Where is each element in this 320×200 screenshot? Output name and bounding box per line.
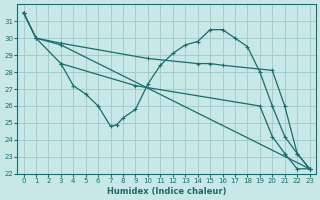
X-axis label: Humidex (Indice chaleur): Humidex (Indice chaleur) [107, 187, 226, 196]
